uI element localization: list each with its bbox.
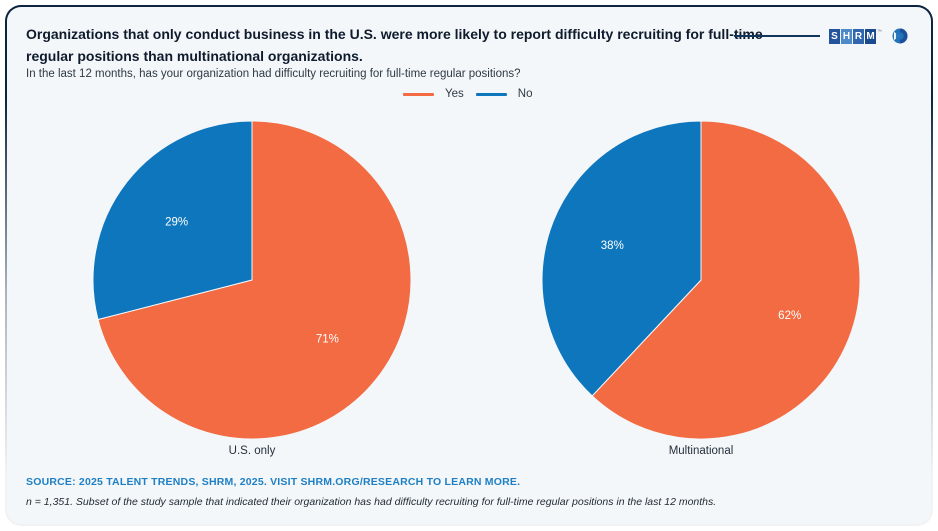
chart-legend: Yes No (403, 88, 532, 100)
chart-card: Organizations that only conduct business… (7, 7, 931, 524)
pie-slice-value-label: 71% (316, 334, 339, 346)
pie-category-label-multinational: Multinational (668, 445, 734, 457)
legend-item-no[interactable]: No (475, 88, 533, 100)
sample-note: n = 1,351. Subset of the study sample th… (26, 496, 717, 508)
shrm-logo-trademark: ™ (877, 28, 882, 35)
legend-swatch-no-icon (475, 92, 507, 96)
pie-slice-value-label: 62% (778, 310, 801, 322)
source-line: SOURCE: 2025 TALENT TRENDS, SHRM, 2025. … (26, 476, 521, 488)
pie-slice-yes[interactable] (97, 120, 412, 440)
brand-divider-line (734, 35, 820, 37)
pie-category-label-us-only: U.S. only (228, 445, 276, 457)
legend-label-no: No (517, 88, 533, 100)
pie-slice-no[interactable] (92, 120, 253, 321)
shrm-logo-letter: R (853, 28, 864, 44)
pie-slice-yes[interactable] (591, 120, 861, 440)
legend-label-yes: Yes (445, 88, 464, 100)
shrm-logo-letter: M (865, 28, 876, 44)
shrm-logo-letter: H (841, 28, 852, 44)
shrm-logo: S H R M ™ (829, 28, 882, 44)
pie-slice-value-label: 38% (601, 240, 624, 252)
legend-swatch-yes-icon (403, 92, 434, 96)
pie-chart-us-only: 71% 29% (91, 119, 413, 441)
pie-chart-multinational: 62% 38% (540, 119, 862, 441)
brand-area: S H R M ™ (734, 27, 909, 45)
chart-question: In the last 12 months, has your organiza… (26, 68, 521, 80)
card-border: Organizations that only conduct business… (5, 5, 933, 526)
chart-title: Organizations that only conduct business… (26, 26, 763, 64)
pie-slice-value-label: 29% (165, 217, 188, 229)
legend-item-yes[interactable]: Yes (403, 88, 464, 100)
shrm-globe-icon (892, 28, 908, 44)
pie-slice-no[interactable] (541, 120, 702, 397)
shrm-logo-letter: S (829, 28, 840, 44)
